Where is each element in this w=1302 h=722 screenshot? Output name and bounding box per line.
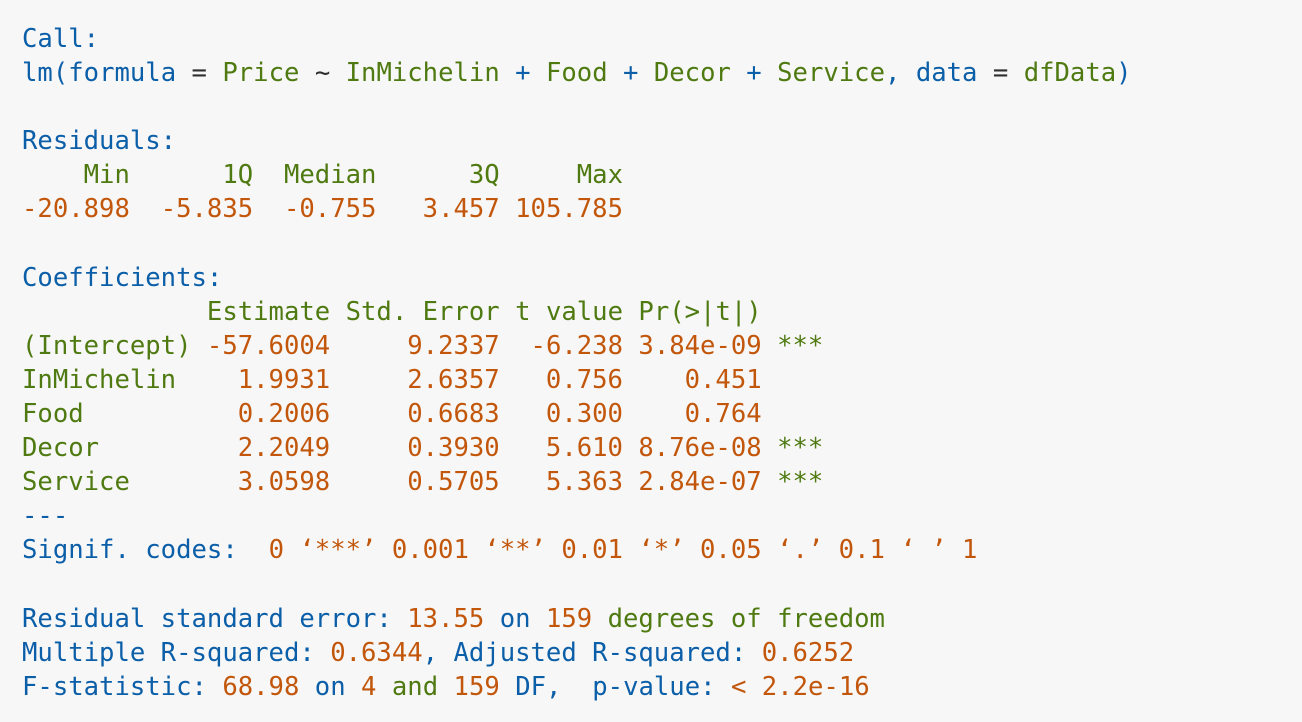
coef-t-value: 0.756: [545, 364, 623, 395]
lm-summary-output: Call: lm(formula = Price ~ InMichelin + F…: [22, 22, 1132, 704]
r-squared-line: Multiple R-squared: 0.6344, Adjusted R-s…: [22, 636, 1132, 670]
coef-estimate: 3.0598: [237, 467, 331, 498]
coef-stars: ***: [777, 467, 824, 498]
coef-stars: ***: [777, 330, 824, 361]
df-value: 159: [545, 603, 593, 634]
rse-line: Residual standard error: 13.55 on 159 de…: [22, 602, 1132, 636]
coef-p-value: 3.84e-09: [638, 330, 762, 361]
coef-t-value: -6.238: [530, 330, 623, 361]
coefficients-columns: Estimate Std. Error t value Pr(>|t|): [22, 295, 1132, 329]
blank-line: [22, 568, 1132, 602]
coef-std-error: 0.3930: [407, 433, 500, 464]
call-function: lm: [22, 58, 53, 89]
blank-line: [22, 90, 1132, 124]
coef-column-headers: Estimate Std. Error t value Pr(>|t|): [206, 296, 762, 327]
coef-term: Food: [22, 399, 84, 430]
predictor-1: InMichelin: [345, 58, 500, 89]
coef-estimate: 1.9931: [237, 364, 331, 395]
paren-open: (: [52, 58, 69, 89]
coef-std-error: 0.5705: [407, 467, 500, 498]
coef-std-error: 2.6357: [407, 364, 500, 395]
residual-label-min: Min 1Q Median 3Q Max: [83, 160, 623, 191]
coef-row-inmichelin: InMichelin 1.9931 2.6357 0.756 0.451: [22, 363, 1132, 397]
signif-codes-line: Signif. codes: 0 ‘***’ 0.001 ‘**’ 0.01 ‘…: [22, 533, 1132, 567]
residuals-header: Residuals:: [22, 124, 1132, 158]
data-name-value: dfData: [1023, 58, 1117, 89]
f-on: on: [314, 671, 346, 702]
multiple-r2-value: 0.6344: [330, 637, 423, 668]
coef-p-value: 0.451: [684, 364, 762, 395]
coef-estimate: -57.6004: [206, 330, 331, 361]
coef-stars: ***: [777, 433, 824, 464]
comma: ,: [885, 58, 916, 89]
plus: +: [607, 58, 654, 89]
coefficients-header-label: Coefficients:: [22, 262, 223, 293]
rse-label: Residual standard error:: [22, 603, 392, 634]
data-arg: data: [915, 58, 978, 89]
coef-estimate: 2.2049: [237, 433, 331, 464]
f-label: F-statistic:: [22, 671, 207, 702]
response-var: Price: [222, 58, 300, 89]
coef-term: Decor: [22, 433, 100, 464]
on-word: on: [499, 603, 531, 634]
coef-term: Service: [22, 467, 130, 498]
residuals-values: -20.898 -5.835 -0.755 3.457 105.785: [22, 192, 1132, 226]
adjusted-r2-value: 0.6252: [761, 637, 855, 668]
formula-arg: formula: [68, 58, 177, 89]
tilde: ~: [299, 58, 346, 89]
coef-p-value: 8.76e-08: [638, 433, 762, 464]
separator-line: ---: [22, 499, 1132, 533]
residual-values-text: -20.898 -5.835 -0.755 3.457 105.785: [22, 194, 624, 225]
f-statistic-line: F-statistic: 68.98 on 4 and 159 DF, p-va…: [22, 670, 1132, 704]
df-text: degrees of freedom: [607, 603, 885, 634]
coef-row-intercept: (Intercept) -57.6004 9.2337 -6.238 3.84e…: [22, 329, 1132, 363]
coef-p-value: 2.84e-07: [638, 467, 762, 498]
residuals-labels: Min 1Q Median 3Q Max: [22, 158, 1132, 192]
coef-row-food: Food 0.2006 0.6683 0.300 0.764: [22, 397, 1132, 431]
coef-term: InMichelin: [22, 364, 177, 395]
signif-codes: 0 ‘***’ 0.001 ‘**’ 0.01 ‘*’ 0.05 ‘.’ 0.1…: [268, 535, 978, 566]
signif-label: Signif. codes:: [22, 535, 238, 566]
rse-value: 13.55: [407, 603, 485, 634]
p-label: p-value:: [592, 671, 716, 702]
predictor-2: Food: [545, 58, 608, 89]
predictor-3: Decor: [653, 58, 731, 89]
coef-std-error: 9.2337: [407, 330, 500, 361]
paren-close: ): [1116, 58, 1132, 89]
plus: +: [730, 58, 778, 89]
predictor-4: Service: [777, 58, 885, 89]
coef-row-service: Service 3.0598 0.5705 5.363 2.84e-07 ***: [22, 465, 1132, 499]
coef-std-error: 0.6683: [407, 399, 500, 430]
coef-row-decor: Decor 2.2049 0.3930 5.610 8.76e-08 ***: [22, 431, 1132, 465]
call-header-label: Call:: [22, 24, 100, 54]
separator: ---: [22, 501, 69, 532]
comma: ,: [422, 637, 454, 668]
f-df2: 159: [453, 671, 500, 702]
equals: =: [977, 58, 1024, 89]
call-formula-line: lm(formula = Price ~ InMichelin + Food +…: [22, 56, 1132, 90]
coef-estimate: 0.2006: [237, 399, 331, 430]
coef-t-value: 0.300: [545, 399, 623, 430]
coef-term: (Intercept): [22, 330, 192, 361]
residuals-header-label: Residuals:: [22, 126, 177, 157]
blank-line: [22, 227, 1132, 261]
plus: +: [499, 58, 546, 89]
f-df1: 4: [361, 671, 377, 702]
adjusted-r2-label: Adjusted R-squared:: [453, 637, 747, 668]
f-and: and: [391, 671, 439, 702]
multiple-r2-label: Multiple R-squared:: [22, 637, 315, 668]
equals: =: [176, 58, 223, 89]
call-header: Call:: [22, 22, 1132, 56]
coef-p-value: 0.764: [684, 399, 762, 430]
f-df-label: DF,: [515, 671, 562, 702]
coef-t-value: 5.363: [545, 467, 623, 498]
coef-t-value: 5.610: [545, 433, 623, 464]
coefficients-header: Coefficients:: [22, 261, 1132, 295]
f-value: 68.98: [222, 671, 300, 702]
p-value: < 2.2e-16: [730, 671, 870, 702]
